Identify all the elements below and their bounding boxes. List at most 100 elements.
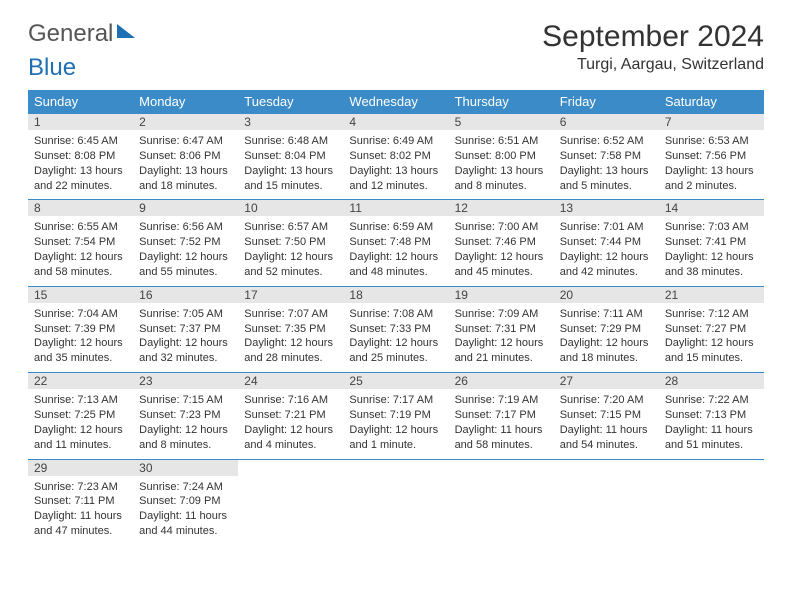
day-detail-cell: Sunrise: 7:05 AMSunset: 7:37 PMDaylight:… (133, 303, 238, 373)
day-detail-cell: Sunrise: 7:20 AMSunset: 7:15 PMDaylight:… (554, 389, 659, 459)
day-detail-cell: Sunrise: 7:15 AMSunset: 7:23 PMDaylight:… (133, 389, 238, 459)
daylight-label: Daylight: (455, 337, 498, 349)
daylight-label: Daylight: (139, 251, 182, 263)
sunrise-value: 7:24 AM (183, 481, 223, 493)
day-number-cell: 24 (238, 373, 343, 390)
sunset-label: Sunset: (455, 236, 492, 248)
daylight-label: Daylight: (455, 251, 498, 263)
day-number-cell: 16 (133, 286, 238, 303)
sunset-value: 7:35 PM (285, 323, 326, 335)
day-number-row: 22232425262728 (28, 373, 764, 390)
sunrise-label: Sunrise: (139, 394, 179, 406)
sunrise-label: Sunrise: (349, 221, 389, 233)
sunrise-label: Sunrise: (139, 308, 179, 320)
day-number-cell: 17 (238, 286, 343, 303)
day-detail-row: Sunrise: 6:55 AMSunset: 7:54 PMDaylight:… (28, 216, 764, 286)
sunrise-label: Sunrise: (34, 394, 74, 406)
day-detail-cell: Sunrise: 7:11 AMSunset: 7:29 PMDaylight:… (554, 303, 659, 373)
sunrise-label: Sunrise: (665, 394, 705, 406)
day-detail-cell: Sunrise: 7:07 AMSunset: 7:35 PMDaylight:… (238, 303, 343, 373)
sunrise-label: Sunrise: (244, 135, 284, 147)
sunset-label: Sunset: (455, 323, 492, 335)
day-number-cell: 21 (659, 286, 764, 303)
daylight-label: Daylight: (244, 165, 287, 177)
sunset-value: 7:23 PM (180, 409, 221, 421)
sunrise-value: 7:15 AM (183, 394, 223, 406)
sunrise-value: 7:20 AM (603, 394, 643, 406)
day-number-cell: 10 (238, 200, 343, 217)
daylight-label: Daylight: (34, 424, 77, 436)
day-number-cell: 18 (343, 286, 448, 303)
sunset-value: 8:08 PM (74, 150, 115, 162)
sunset-value: 7:39 PM (74, 323, 115, 335)
sunset-label: Sunset: (560, 236, 597, 248)
day-number-row: 891011121314 (28, 200, 764, 217)
day-detail-cell: Sunrise: 7:01 AMSunset: 7:44 PMDaylight:… (554, 216, 659, 286)
day-detail-cell: Sunrise: 6:55 AMSunset: 7:54 PMDaylight:… (28, 216, 133, 286)
daylight-label: Daylight: (139, 165, 182, 177)
daylight-label: Daylight: (455, 165, 498, 177)
sunset-value: 7:21 PM (285, 409, 326, 421)
day-number-row: 2930 (28, 459, 764, 476)
day-detail-cell: Sunrise: 6:53 AMSunset: 7:56 PMDaylight:… (659, 130, 764, 200)
sunset-label: Sunset: (139, 323, 176, 335)
daylight-label: Daylight: (665, 251, 708, 263)
day-detail-cell: Sunrise: 7:04 AMSunset: 7:39 PMDaylight:… (28, 303, 133, 373)
sunset-label: Sunset: (34, 323, 71, 335)
sunrise-value: 7:17 AM (393, 394, 433, 406)
sunset-label: Sunset: (560, 323, 597, 335)
day-number-cell (449, 459, 554, 476)
sunset-value: 7:56 PM (705, 150, 746, 162)
day-number-cell: 27 (554, 373, 659, 390)
logo: General (28, 20, 135, 48)
sunrise-label: Sunrise: (139, 135, 179, 147)
sunset-value: 7:50 PM (285, 236, 326, 248)
day-detail-cell: Sunrise: 7:00 AMSunset: 7:46 PMDaylight:… (449, 216, 554, 286)
weekday-header-row: Sunday Monday Tuesday Wednesday Thursday… (28, 90, 764, 114)
sunset-label: Sunset: (665, 150, 702, 162)
day-detail-cell: Sunrise: 7:03 AMSunset: 7:41 PMDaylight:… (659, 216, 764, 286)
daylight-label: Daylight: (560, 165, 603, 177)
day-number-cell: 23 (133, 373, 238, 390)
logo-text-1: General (28, 20, 113, 48)
sunrise-label: Sunrise: (560, 394, 600, 406)
day-number-cell: 12 (449, 200, 554, 217)
sunset-value: 7:58 PM (600, 150, 641, 162)
sunrise-label: Sunrise: (560, 135, 600, 147)
calendar-table: Sunday Monday Tuesday Wednesday Thursday… (28, 90, 764, 545)
sunrise-label: Sunrise: (139, 481, 179, 493)
sunset-value: 7:46 PM (495, 236, 536, 248)
sunrise-value: 6:48 AM (288, 135, 328, 147)
sunrise-label: Sunrise: (34, 308, 74, 320)
daylight-label: Daylight: (244, 424, 287, 436)
daylight-label: Daylight: (139, 337, 182, 349)
location: Turgi, Aargau, Switzerland (542, 56, 764, 74)
day-detail-cell: Sunrise: 6:49 AMSunset: 8:02 PMDaylight:… (343, 130, 448, 200)
sunset-label: Sunset: (139, 236, 176, 248)
sunrise-value: 7:13 AM (77, 394, 117, 406)
daylight-label: Daylight: (560, 337, 603, 349)
logo-sail-icon (117, 24, 135, 38)
sunrise-value: 6:59 AM (393, 221, 433, 233)
sunrise-label: Sunrise: (455, 394, 495, 406)
daylight-label: Daylight: (349, 424, 392, 436)
day-detail-cell: Sunrise: 7:19 AMSunset: 7:17 PMDaylight:… (449, 389, 554, 459)
day-number-cell: 22 (28, 373, 133, 390)
sunset-value: 7:09 PM (180, 495, 221, 507)
day-number-cell: 29 (28, 459, 133, 476)
sunset-value: 7:25 PM (74, 409, 115, 421)
sunset-value: 8:06 PM (180, 150, 221, 162)
sunset-label: Sunset: (665, 323, 702, 335)
day-number-cell: 8 (28, 200, 133, 217)
sunset-label: Sunset: (34, 236, 71, 248)
day-detail-cell: Sunrise: 6:45 AMSunset: 8:08 PMDaylight:… (28, 130, 133, 200)
title-block: September 2024 Turgi, Aargau, Switzerlan… (542, 20, 764, 74)
day-number-cell: 7 (659, 114, 764, 131)
sunset-value: 7:37 PM (180, 323, 221, 335)
daylight-label: Daylight: (34, 510, 77, 522)
day-number-cell: 5 (449, 114, 554, 131)
sunrise-label: Sunrise: (34, 481, 74, 493)
sunrise-value: 7:03 AM (708, 221, 748, 233)
day-number-cell: 3 (238, 114, 343, 131)
daylight-label: Daylight: (349, 251, 392, 263)
